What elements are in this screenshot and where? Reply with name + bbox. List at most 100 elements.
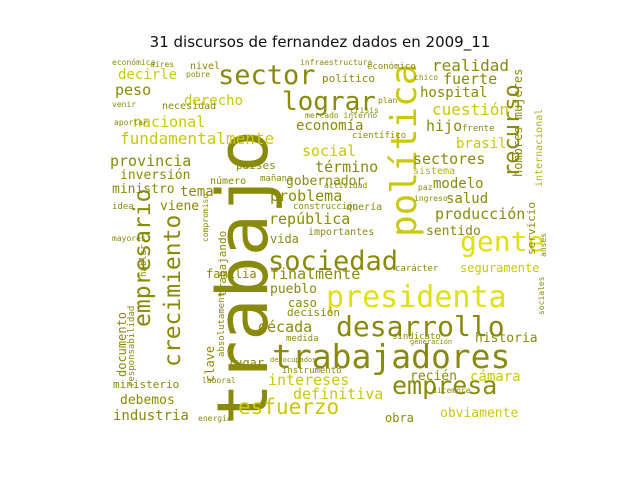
word-problema: problema <box>270 187 343 205</box>
word-realidad: realidad <box>432 57 510 75</box>
word-necesidad: necesidad <box>162 101 217 112</box>
word-sociedad: sociedad <box>268 246 399 277</box>
word-actividad: actividad <box>324 181 368 190</box>
page-title: 31 discursos de fernandez dados en 2009_… <box>149 33 491 51</box>
word-decision: decisión <box>287 306 340 319</box>
word-recien: recién <box>410 369 457 384</box>
word-hablar: hablar <box>139 244 149 277</box>
word-presidenta: presidenta <box>326 280 507 315</box>
word-queria: quería <box>346 202 383 213</box>
word-empresa: empresa <box>392 371 498 400</box>
word-caso: caso <box>288 296 317 310</box>
word-fuerte: fuerte <box>443 70 498 88</box>
word-internacional: internacional <box>534 108 545 187</box>
word-chico: chico <box>414 73 439 82</box>
word-industria: industria <box>113 408 189 424</box>
word-paz: paz <box>418 183 433 192</box>
word-pobre: pobre <box>186 70 211 79</box>
word-anses: anses <box>539 232 548 257</box>
word-definitiva: definitiva <box>293 385 384 403</box>
word-ingreso: ingreso <box>414 194 448 203</box>
word-desarrollo: desarrollo <box>336 310 505 343</box>
word-social: social <box>302 142 357 160</box>
word-produccion: producción <box>435 205 526 223</box>
word-crecimiento: crecimiento <box>160 214 186 367</box>
word-provincia: provincia <box>110 152 192 170</box>
word-fundamentalmente: fundamentalmente <box>120 129 275 148</box>
word-cuestion: cuestión <box>432 100 510 119</box>
word-paises: países <box>236 159 276 172</box>
word-gobernador: gobernador <box>286 174 365 189</box>
word-termino: término <box>315 158 379 176</box>
word-sectores: sectores <box>413 150 486 168</box>
word-laboral: laboral <box>202 376 236 385</box>
word-energia: energía <box>198 414 232 423</box>
word-sindicato: sindicato <box>392 332 441 342</box>
word-instrumento: instrumento <box>282 366 342 376</box>
word-cloud: trabajo trabajadores presidenta desarrollo s… <box>110 57 552 425</box>
word-ministerio: ministerio <box>113 378 180 391</box>
word-obviamente: obviamente <box>440 406 519 421</box>
word-historia: historia <box>475 331 538 346</box>
word-decirle: decirle <box>118 67 178 83</box>
word-responsabilidad: responsabilidad <box>127 305 137 387</box>
word-familia: familia <box>206 267 257 281</box>
word-vida: vida <box>270 232 299 246</box>
word-medida: medida <box>286 334 319 344</box>
word-idea: idea <box>112 202 134 212</box>
word-economica: económica <box>112 58 156 67</box>
word-lograr: lograr <box>282 87 376 117</box>
word-numero: número <box>210 176 247 187</box>
word-sociales: sociales <box>537 276 546 315</box>
word-derecho: derecho <box>184 93 244 109</box>
word-venir: venir <box>112 100 137 109</box>
word-peso: peso <box>115 81 152 99</box>
word-caracter: carácter <box>395 264 439 274</box>
word-plan: plan <box>378 96 398 105</box>
word-nacional: nacional <box>133 113 206 131</box>
word-hospital: hospital <box>420 85 488 101</box>
word-aires: aires <box>150 60 175 69</box>
word-dicemore: dicemore <box>432 386 471 395</box>
word-sistema: sistema <box>413 166 456 177</box>
word-politico: político <box>322 72 375 85</box>
word-intereses: intereses <box>268 371 350 389</box>
word-inversion: inversión <box>120 168 191 183</box>
word-frente: frente <box>462 124 495 134</box>
word-ministro: ministro <box>112 182 175 197</box>
word-debemos: debemos <box>120 393 175 408</box>
word-compromiso: compromiso <box>201 193 210 242</box>
word-esfuerzo: esfuerzo <box>238 395 340 419</box>
word-economia: economía <box>296 118 364 134</box>
word-servicio: servicio <box>525 202 538 255</box>
word-tema: tema <box>180 184 214 200</box>
word-camara: cámara <box>470 369 521 385</box>
word-finalmente: finalmente <box>270 265 361 283</box>
word-desocupados: desocupados <box>270 356 317 364</box>
word-generacion: generación <box>410 338 453 346</box>
word-lugar: lugar <box>228 356 265 370</box>
word-construccion: construcción <box>293 202 359 212</box>
word-pueblo: pueblo <box>270 282 317 297</box>
word-mercado: mercado interno <box>305 111 378 120</box>
word-gente: gente <box>460 225 545 258</box>
word-economico: económico <box>367 62 416 72</box>
word-sector: sector <box>218 60 316 91</box>
word-absolutamente: absolutamente <box>217 286 227 357</box>
word-cientifico: científico <box>352 131 407 141</box>
word-nivel: nivel <box>190 61 221 72</box>
word-manana: mañana <box>260 174 293 184</box>
word-decada: década <box>258 318 313 336</box>
word-hombres: hombres mujeres <box>511 68 525 177</box>
word-republica: república <box>269 210 351 228</box>
word-salud: salud <box>446 191 489 207</box>
word-aporte: aportar <box>114 118 148 127</box>
word-hijo: hijo <box>426 117 463 135</box>
word-trabajadores: trabajadores <box>272 337 511 376</box>
word-brasil: brasil <box>456 136 507 152</box>
word-seguramente: seguramente <box>460 261 540 275</box>
word-obra: obra <box>385 411 414 425</box>
word-sentido: sentido <box>426 224 481 239</box>
word-modelo: modelo <box>433 176 484 192</box>
word-importantes: importantes <box>308 227 375 238</box>
